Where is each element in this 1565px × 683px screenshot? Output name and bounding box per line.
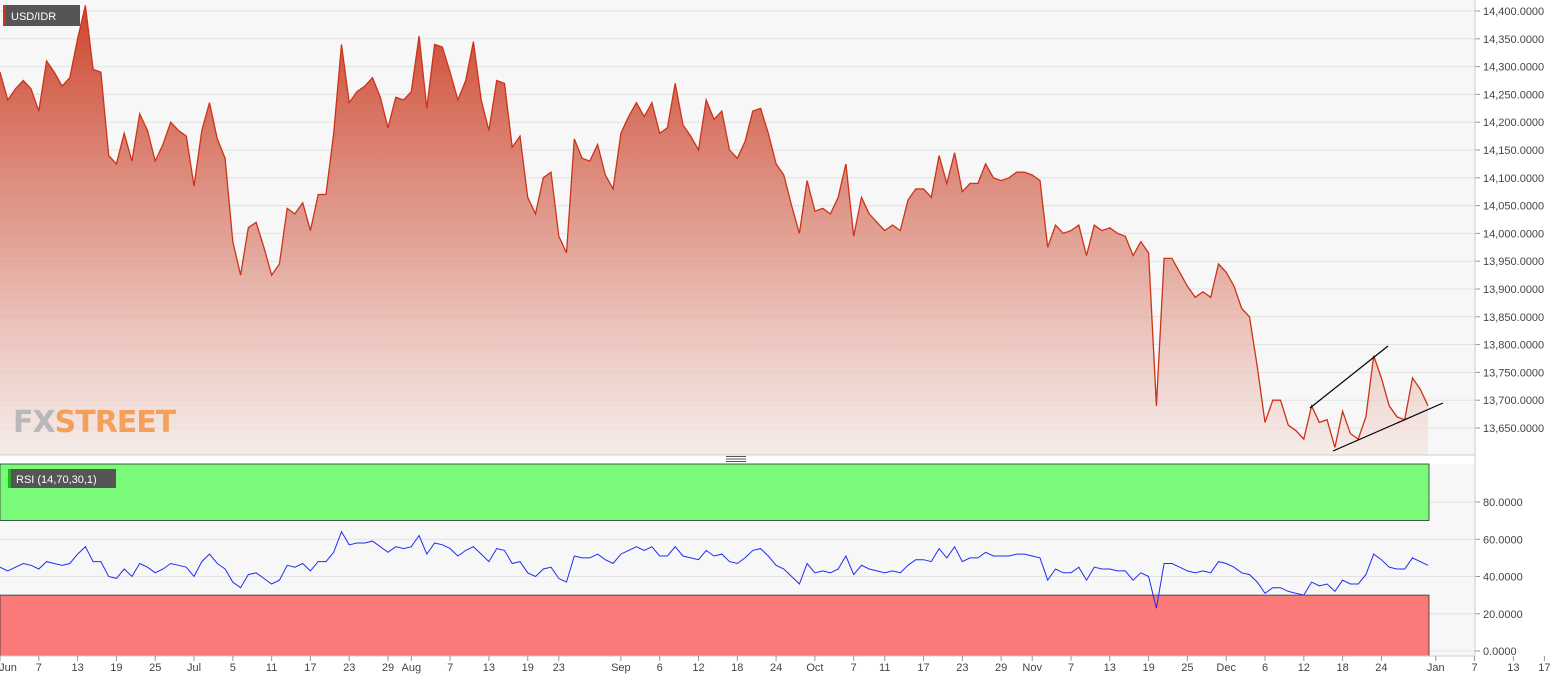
x-tick-label: Dec [1216, 662, 1236, 674]
rsi-tick-label: 20.0000 [1483, 609, 1523, 621]
rsi-tick-label: 0.0000 [1483, 646, 1517, 658]
price-tick-label: 13,850.0000 [1483, 312, 1544, 324]
x-tick-label: 23 [956, 662, 968, 674]
x-tick-label: 18 [1337, 662, 1349, 674]
price-tick-label: 14,400.0000 [1483, 6, 1544, 18]
svg-text:FXSTREET: FXSTREET [13, 405, 177, 440]
price-tick-label: 14,200.0000 [1483, 117, 1544, 129]
x-tick-label: 25 [149, 662, 161, 674]
x-tick-label: 13 [71, 662, 83, 674]
x-tick-label: Sep [611, 662, 631, 674]
x-tick-label: 13 [1104, 662, 1116, 674]
x-tick-label: Aug [402, 662, 422, 674]
splitter-grip-icon[interactable] [726, 456, 746, 462]
x-tick-label: 19 [110, 662, 122, 674]
price-tick-label: 13,900.0000 [1483, 284, 1544, 296]
x-tick-label: 19 [522, 662, 534, 674]
price-tick-label: 13,700.0000 [1483, 395, 1544, 407]
price-y-axis: 14,400.0000 14,350.0000 14,300.0000 14,250.… [1475, 6, 1544, 435]
x-tick-label: 17 [917, 662, 929, 674]
price-tick-label: 13,650.0000 [1483, 423, 1544, 435]
x-tick-label: 7 [447, 662, 453, 674]
price-tick-label: 13,750.0000 [1483, 367, 1544, 379]
rsi-tick-label: 80.0000 [1483, 497, 1523, 509]
rsi-y-axis: 80.0000 60.0000 40.0000 20.0000 0.0000 [1475, 497, 1523, 658]
x-tick-label: 13 [483, 662, 495, 674]
x-tick-label: 18 [731, 662, 743, 674]
wedge-upper-trendline [1309, 345, 1389, 409]
x-tick-label: 11 [266, 662, 277, 674]
fxstreet-watermark: FXSTREET [13, 405, 178, 440]
wedge-lower-trendline [1332, 402, 1444, 452]
rsi-tick-label: 40.0000 [1483, 572, 1523, 584]
x-tick-label: 12 [692, 662, 704, 674]
x-tick-label: 29 [382, 662, 394, 674]
rsi-line [0, 530, 1429, 609]
x-tick-label: Oct [806, 662, 823, 674]
x-tick-label: 23 [553, 662, 565, 674]
x-tick-label: Jul [187, 662, 201, 674]
x-tick-label: 6 [657, 662, 663, 674]
price-tick-label: 14,000.0000 [1483, 228, 1544, 240]
x-tick-label: 13 [1507, 662, 1519, 674]
x-tick-label: 17 [304, 662, 316, 674]
x-tick-label: 12 [1298, 662, 1310, 674]
x-tick-label: 7 [1068, 662, 1074, 674]
x-tick-label: 7 [851, 662, 857, 674]
price-tick-label: 14,300.0000 [1483, 62, 1544, 74]
rsi-tick-label: 60.0000 [1483, 534, 1523, 546]
x-tick-label: 6 [1262, 662, 1268, 674]
price-tick-label: 14,150.0000 [1483, 145, 1544, 157]
price-line [0, 5, 1429, 448]
symbol-badge: USD/IDR [3, 5, 80, 26]
x-tick-label: 11 [879, 662, 890, 674]
x-tick-label: 29 [995, 662, 1007, 674]
x-tick-label: 25 [1181, 662, 1193, 674]
x-tick-label: 19 [1142, 662, 1154, 674]
price-tick-label: 14,050.0000 [1483, 201, 1544, 213]
x-axis: Jun 7 13 19 25 Jul 5 11 17 23 29 Aug 7 13 19 23 Sep 6 12 18… [0, 656, 1551, 674]
rsi-badge: RSI (14,70,30,1) [8, 469, 116, 488]
price-area-fill [0, 5, 1428, 456]
symbol-label: USD/IDR [11, 11, 56, 23]
x-tick-label: 23 [343, 662, 355, 674]
x-tick-label: 24 [770, 662, 782, 674]
x-tick-label: Jan [1427, 662, 1445, 674]
x-tick-label: 24 [1375, 662, 1387, 674]
x-tick-label: 17 [1538, 662, 1550, 674]
rsi-label: RSI (14,70,30,1) [16, 474, 97, 486]
x-tick-label: Nov [1022, 662, 1042, 674]
price-tick-label: 14,100.0000 [1483, 173, 1544, 185]
price-tick-label: 14,350.0000 [1483, 34, 1544, 46]
price-tick-label: 13,800.0000 [1483, 340, 1544, 352]
x-tick-label: Jun [0, 662, 17, 674]
x-tick-label: 7 [1472, 662, 1478, 674]
x-tick-label: 5 [230, 662, 236, 674]
rsi-overbought-zone [0, 463, 1430, 521]
price-tick-label: 14,250.0000 [1483, 89, 1544, 101]
panel-splitter[interactable] [0, 455, 1565, 464]
x-tick-label: 7 [36, 662, 42, 674]
rsi-oversold-zone [0, 594, 1430, 657]
price-tick-label: 13,950.0000 [1483, 256, 1544, 268]
